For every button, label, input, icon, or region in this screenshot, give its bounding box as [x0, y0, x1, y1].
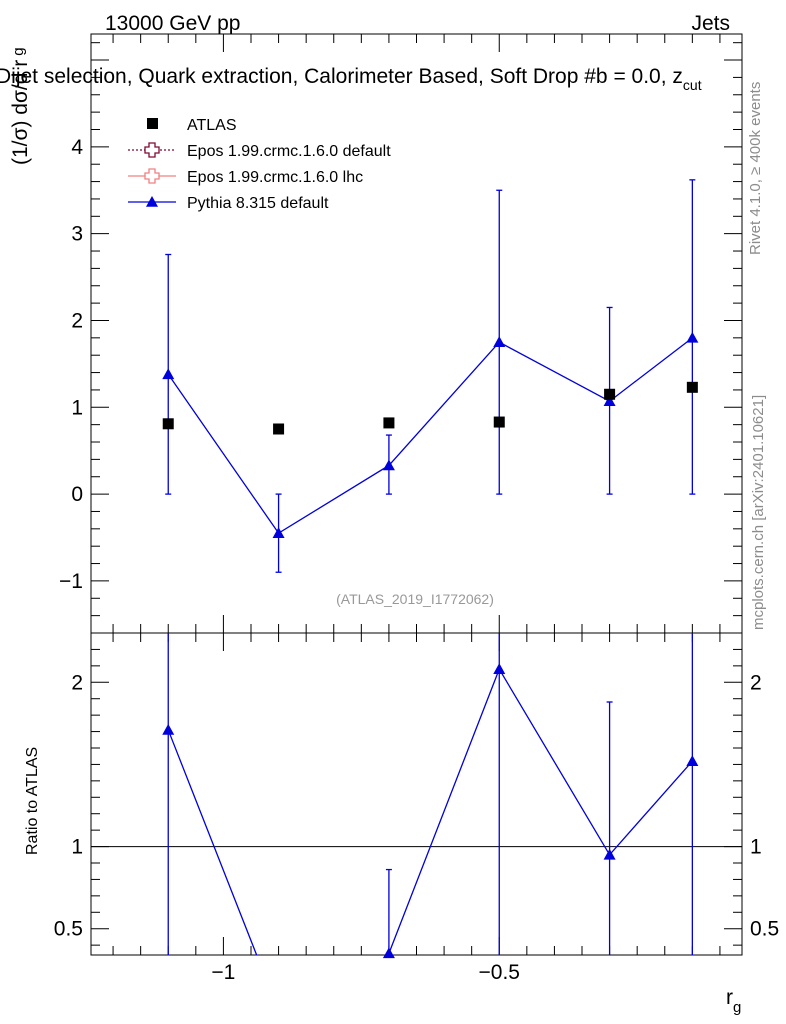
legend-marker-cross	[144, 168, 160, 184]
x-tick-label: −0.5	[479, 961, 520, 984]
ratio-series	[162, 633, 699, 959]
header-energy-label: 13000 GeV pp	[105, 12, 240, 35]
ratio-y-tick-label: 2	[71, 671, 83, 694]
pythia-point	[162, 368, 175, 380]
pythia-point	[493, 336, 506, 347]
x-tick-label: −1	[211, 961, 235, 984]
atlas-point	[686, 381, 698, 393]
main-y-tick-label: 1	[71, 396, 83, 419]
pythia-point	[603, 395, 616, 407]
pythia-ratio-point	[162, 723, 175, 735]
pythia-ratio-point	[382, 947, 395, 959]
atlas-point	[383, 417, 395, 429]
ratio-y-tick-label: 1	[71, 836, 83, 859]
ratio-plot-frame	[90, 632, 743, 956]
main-y-tick-label: 4	[71, 136, 83, 159]
legend-marker-triangle	[146, 196, 158, 207]
main-y-tick-label: −1	[59, 570, 83, 593]
atlas-point	[162, 418, 174, 430]
header-process-label: Jets	[691, 12, 730, 35]
atlas-point	[604, 388, 616, 400]
main-series	[162, 179, 699, 573]
pythia-ratio-point	[493, 663, 506, 674]
main-y-tick-label: 3	[71, 223, 83, 246]
ratio-y-tick-label: 0.5	[54, 918, 83, 941]
atlas-point	[493, 416, 505, 428]
pythia-point	[272, 527, 285, 538]
atlas-point	[273, 423, 285, 435]
x-axis-title: rg	[726, 986, 741, 1016]
mcplots-label: mcplots.cern.ch [arXiv:2401.10621]	[750, 395, 767, 630]
main-y-tick-label: 0	[71, 483, 83, 506]
main-y-axis-title: (1/σ) dσ/d rg	[9, 47, 32, 165]
pythia-line	[167, 337, 693, 535]
legend: ATLAS Epos 1.99.crmc.1.6.0 default Epos 1.…	[128, 117, 391, 212]
ratio-y-axis-title: Ratio to ATLAS	[24, 747, 41, 855]
legend-marker-cross	[144, 142, 160, 158]
rivet-version-label: Rivet 4.1.0, ≥ 400k events	[747, 82, 764, 255]
legend-label: Epos 1.99.crmc.1.6.0 default	[187, 143, 391, 160]
legend-label: Epos 1.99.crmc.1.6.0 lhc	[187, 169, 363, 186]
pythia-point	[686, 331, 699, 343]
ratio-y-tick-label-right: 0.5	[750, 918, 779, 941]
pythia-ratio-line	[167, 667, 693, 955]
pythia-ratio-point	[686, 755, 699, 766]
main-y-tick-label: 2	[71, 309, 83, 332]
pythia-point	[382, 459, 395, 471]
ratio-y-tick-label-right: 1	[750, 836, 762, 859]
legend-label: ATLAS	[187, 117, 237, 134]
plot-subtitle: Dijet selection, Quark extraction, Calor…	[0, 65, 702, 93]
ratio-axis-ticks: 0.5 0.5 1 1 2 2	[54, 648, 779, 946]
legend-label: Pythia 8.315 default	[187, 195, 329, 212]
analysis-reference-label: (ATLAS_2019_I1772062)	[336, 591, 494, 607]
legend-marker-atlas	[147, 118, 158, 129]
pythia-ratio-point	[603, 848, 616, 860]
ratio-y-tick-label-right: 2	[750, 671, 762, 694]
main-axis-ticks: −1 0 1 2 3 4	[59, 42, 742, 634]
